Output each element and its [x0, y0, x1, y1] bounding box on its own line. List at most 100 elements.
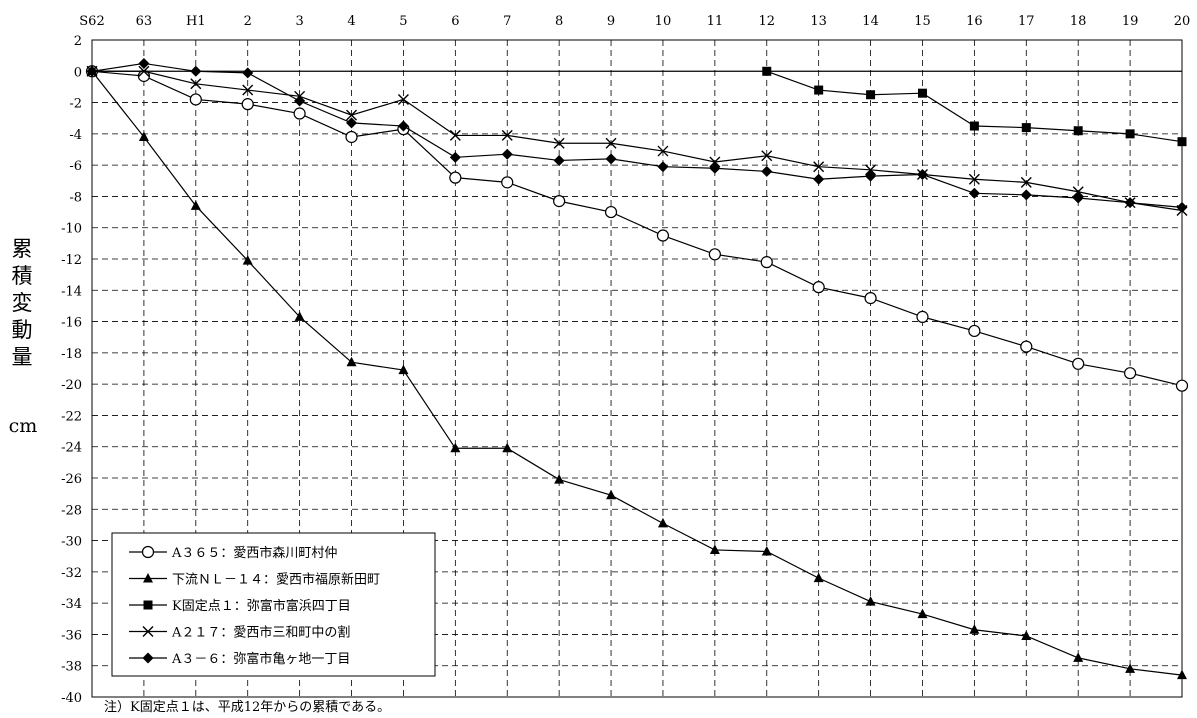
data-point [1073, 126, 1083, 136]
x-tick-label: 11 [707, 14, 724, 29]
data-point [138, 131, 149, 141]
data-point-stroke [605, 137, 617, 149]
data-point [189, 93, 202, 106]
x-tick-label: 9 [607, 14, 615, 29]
data-point [1177, 669, 1187, 680]
y-tick-label: -36 [61, 628, 82, 643]
y-tick-label: -16 [61, 316, 82, 331]
data-point [346, 117, 358, 129]
data-point [812, 281, 825, 294]
data-point [242, 84, 254, 96]
data-point [657, 161, 669, 173]
data-point [242, 67, 254, 79]
data-point [1176, 201, 1188, 213]
data-point [553, 195, 566, 208]
y-tick-label: 0 [74, 65, 82, 80]
data-point [190, 200, 201, 210]
x-tick-label: 15 [914, 14, 931, 29]
data-point [968, 173, 980, 185]
data-point [241, 98, 254, 111]
x-tick-label: 12 [758, 14, 775, 29]
y-axis-unit: cm [8, 415, 38, 437]
data-point [814, 85, 824, 95]
data-point-stroke [1072, 186, 1084, 198]
series-1 [85, 65, 1189, 392]
series-line [91, 70, 1183, 387]
y-tick-label: -12 [61, 253, 82, 268]
data-point-stroke [138, 65, 150, 77]
chart-note: 注）K固定点１は、平成12年からの累積である。 [104, 700, 391, 715]
data-point [916, 310, 929, 323]
x-tick-label: 6 [451, 14, 459, 29]
y-tick-label: -20 [61, 378, 82, 393]
data-point [656, 229, 670, 242]
x-tick-label: 17 [1018, 14, 1035, 29]
data-point [761, 150, 773, 162]
data-point [190, 65, 202, 77]
x-tick-label: 19 [1122, 14, 1139, 29]
x-tick-label: 2 [244, 14, 252, 29]
data-point [142, 652, 154, 664]
x-tick-label: 14 [862, 14, 879, 29]
x-tick-label: 7 [503, 14, 511, 29]
series-3 [762, 66, 1187, 147]
legend-item: A３６５：愛西市森川町村仲 [129, 545, 337, 561]
data-point-stroke [709, 156, 721, 168]
y-tick-label: -10 [61, 222, 82, 237]
x-tick-label: 8 [555, 14, 563, 29]
y-tick-label: 2 [74, 34, 82, 49]
data-point [762, 66, 772, 76]
data-point [1020, 340, 1033, 353]
x-tick-label: 18 [1070, 14, 1087, 29]
data-point [502, 442, 513, 453]
data-point-stroke [865, 164, 877, 176]
y-axis-label-char: 動 [11, 318, 33, 342]
data-point [865, 164, 877, 176]
data-point [1073, 652, 1084, 662]
legend-label: 下流ＮＬ－１４：愛西市福原新田町 [172, 572, 380, 588]
data-point [294, 95, 306, 107]
data-point-stroke [813, 161, 825, 173]
data-point [864, 292, 877, 305]
y-axis-label-char: 積 [11, 264, 33, 288]
data-point [917, 88, 927, 98]
data-point [917, 608, 928, 619]
y-tick-label: -28 [61, 503, 82, 518]
y-tick-label: -32 [61, 566, 82, 581]
data-point-stroke [657, 145, 669, 157]
data-point [657, 145, 669, 157]
data-point [553, 154, 565, 166]
data-point-stroke [397, 93, 409, 105]
data-point [1175, 379, 1189, 392]
data-point [866, 90, 876, 100]
data-point [709, 162, 721, 174]
data-point [345, 130, 358, 144]
data-point-stroke [190, 78, 202, 90]
data-point [86, 65, 98, 77]
y-tick-label: -24 [61, 441, 82, 456]
x-tick-label: 10 [655, 14, 672, 29]
data-point [1072, 357, 1085, 370]
data-point [761, 165, 773, 177]
data-point [397, 120, 409, 132]
data-point-stroke [761, 150, 773, 162]
data-point [143, 600, 153, 610]
series-4 [86, 65, 1188, 217]
data-point [813, 572, 824, 583]
data-point [346, 356, 357, 367]
y-tick-label: -22 [61, 409, 82, 424]
y-tick-label: -14 [61, 284, 82, 299]
y-tick-label: -38 [61, 660, 82, 675]
data-point-stroke [553, 137, 565, 149]
y-tick-label: -30 [61, 535, 82, 550]
data-point [761, 546, 772, 556]
data-point [1125, 663, 1136, 673]
data-point [501, 129, 513, 141]
x-tick-label: 5 [399, 14, 407, 29]
x-tick-label: 20 [1174, 14, 1191, 29]
y-tick-label: -18 [61, 347, 82, 362]
legend-label: A２１７：愛西市三和町中の割 [171, 625, 350, 641]
data-point [968, 187, 980, 199]
data-point [606, 489, 617, 500]
